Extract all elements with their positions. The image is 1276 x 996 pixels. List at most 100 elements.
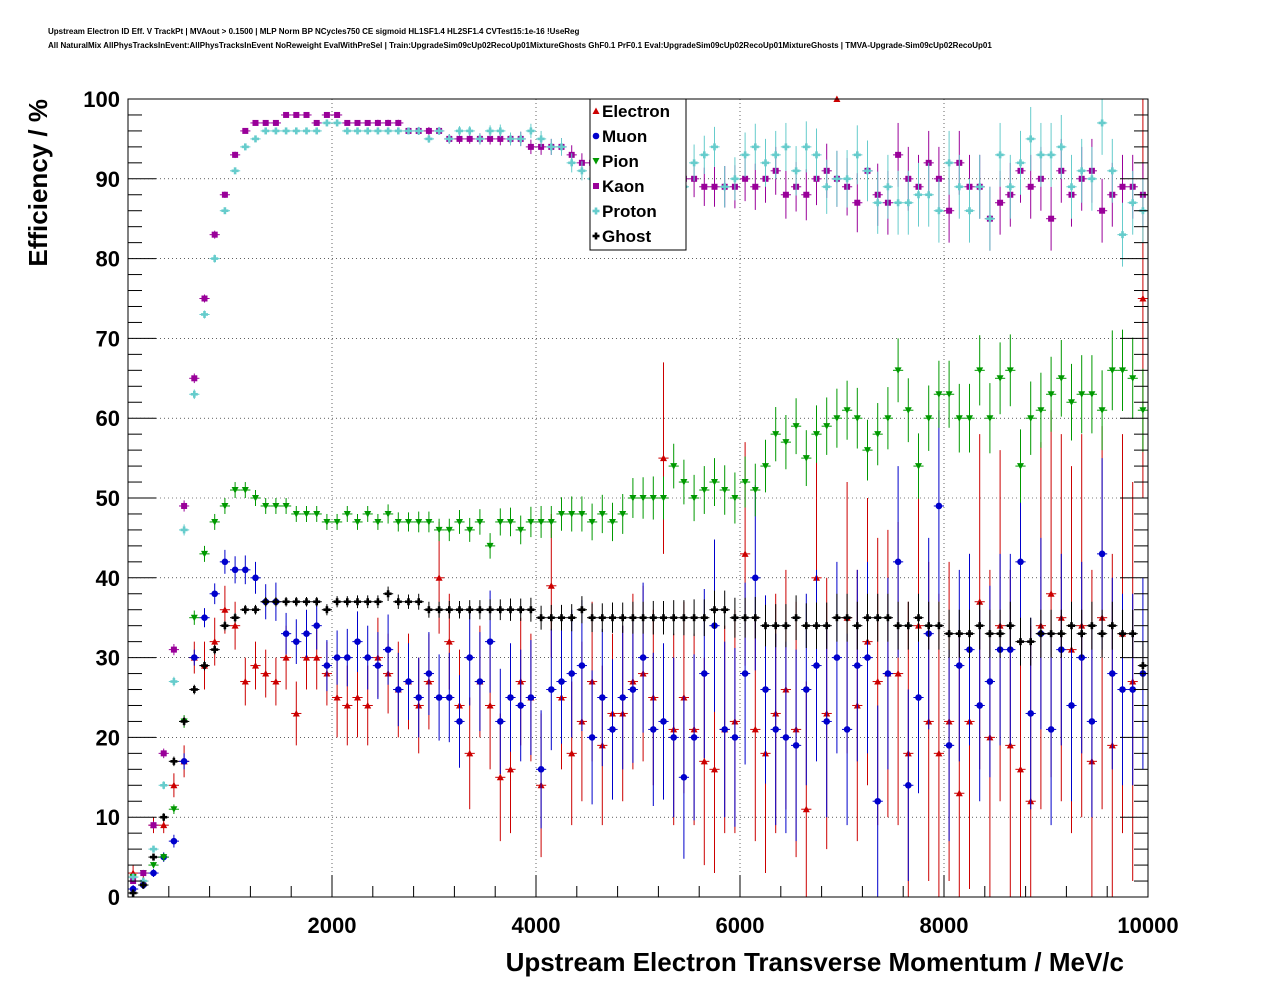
data-point	[211, 638, 219, 645]
data-point	[160, 854, 168, 861]
data-point	[1049, 630, 1053, 638]
data-point	[956, 662, 963, 669]
data-point	[1090, 622, 1094, 630]
data-point	[764, 159, 767, 167]
data-point	[448, 606, 451, 614]
legend-marker-ghost	[594, 232, 598, 240]
header-title-line-2: All NaturalMix AllPhysTracksInEvent:AllP…	[48, 41, 992, 50]
data-point	[1027, 415, 1035, 422]
data-point	[333, 518, 341, 526]
data-point	[601, 614, 604, 622]
data-point	[682, 614, 686, 622]
data-point	[507, 694, 514, 701]
data-point	[262, 119, 269, 126]
data-point	[692, 159, 696, 167]
data-point	[782, 734, 790, 741]
data-point	[802, 805, 810, 813]
data-point	[1037, 407, 1045, 414]
y-tick-label-4: 40	[96, 566, 120, 591]
data-point	[527, 694, 535, 701]
data-point	[241, 678, 249, 685]
data-point	[1047, 590, 1055, 597]
data-point	[907, 199, 910, 207]
data-point	[335, 598, 339, 606]
data-point	[1119, 183, 1126, 190]
data-point	[907, 622, 910, 630]
data-point	[272, 502, 280, 510]
data-point	[568, 510, 576, 518]
data-point	[466, 749, 474, 757]
data-point	[896, 622, 900, 630]
data-point	[356, 127, 359, 135]
data-point	[142, 877, 145, 885]
data-point	[754, 143, 757, 151]
data-point	[1080, 167, 1083, 175]
data-point	[529, 606, 533, 614]
data-point	[182, 717, 186, 725]
data-point	[731, 734, 739, 741]
data-point	[1029, 135, 1032, 143]
data-point	[825, 183, 828, 191]
legend-marker-proton	[594, 207, 598, 215]
data-point	[497, 135, 504, 142]
data-point	[856, 151, 859, 159]
legend-marker-electron	[592, 107, 600, 114]
data-point	[537, 766, 545, 773]
data-point	[394, 518, 402, 526]
data-point	[343, 510, 351, 518]
data-point	[346, 127, 349, 135]
data-point	[407, 598, 410, 606]
data-point	[466, 526, 474, 534]
data-point	[1098, 407, 1106, 414]
data-point	[201, 295, 208, 302]
data-point	[486, 701, 494, 709]
data-point	[741, 479, 749, 486]
data-point	[356, 598, 359, 606]
data-point	[590, 614, 594, 622]
data-point	[631, 614, 635, 622]
data-point	[395, 686, 402, 693]
data-point	[458, 127, 461, 135]
data-point	[496, 518, 504, 526]
data-point	[894, 367, 902, 374]
data-point	[1057, 375, 1065, 382]
data-point	[1039, 630, 1043, 638]
data-point	[558, 510, 565, 518]
data-point	[580, 167, 584, 175]
data-point	[1060, 143, 1063, 151]
data-point	[344, 119, 351, 126]
data-point	[599, 694, 606, 701]
data-point	[935, 502, 943, 510]
data-point	[550, 614, 553, 622]
y-tick-label-2: 20	[96, 725, 120, 750]
data-point	[560, 143, 563, 151]
data-point	[244, 606, 247, 614]
data-point	[364, 119, 371, 126]
data-point	[866, 167, 869, 175]
data-point	[458, 606, 461, 614]
y-tick-label-8: 80	[96, 247, 120, 272]
data-point	[711, 765, 718, 773]
data-point	[1141, 662, 1145, 670]
data-point	[672, 614, 675, 622]
data-point	[315, 598, 318, 606]
data-point	[937, 622, 941, 630]
data-point	[1068, 399, 1075, 406]
data-point	[713, 606, 716, 614]
data-point	[876, 614, 879, 622]
y-tick-label-7: 70	[96, 326, 120, 351]
data-point	[529, 127, 533, 135]
data-point	[751, 487, 759, 494]
data-point	[619, 510, 627, 518]
data-point	[976, 598, 984, 605]
data-point	[874, 431, 882, 438]
data-point	[701, 670, 708, 677]
data-point	[978, 183, 981, 191]
data-point	[305, 127, 308, 135]
data-point	[690, 734, 698, 741]
data-point	[915, 694, 922, 701]
data-point	[876, 199, 879, 207]
data-point	[794, 614, 798, 622]
data-point	[895, 151, 902, 158]
data-point	[384, 510, 392, 518]
